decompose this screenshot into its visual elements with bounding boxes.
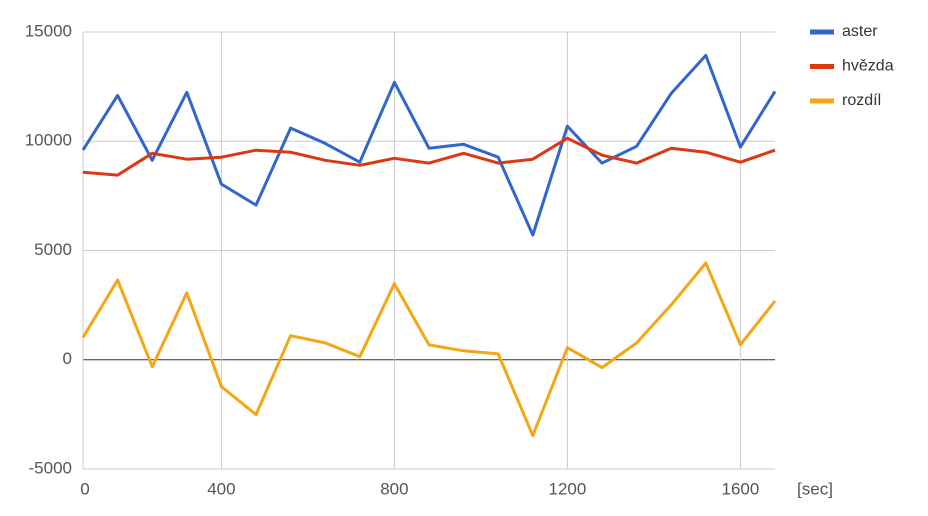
line-series: [82, 136, 776, 177]
y-tick-label: 15000: [25, 21, 72, 40]
x-axis-label: [sec]: [797, 479, 833, 498]
legend-label: rozdíl: [842, 92, 881, 109]
x-tick-label: 400: [207, 479, 235, 498]
legend-label: aster: [842, 23, 878, 40]
line-series: [81, 53, 777, 237]
x-tick-label: 1600: [721, 479, 759, 498]
y-tick-label: -5000: [29, 458, 72, 477]
y-tick-label: 5000: [34, 240, 72, 259]
legend-label: hvězda: [842, 58, 894, 75]
x-tick-label: 0: [80, 479, 89, 498]
line-series: [81, 261, 777, 438]
x-tick-label: 1200: [548, 479, 586, 498]
y-tick-label: 0: [63, 349, 72, 368]
x-tick-label: 800: [380, 479, 408, 498]
y-tick-label: 10000: [25, 131, 72, 150]
